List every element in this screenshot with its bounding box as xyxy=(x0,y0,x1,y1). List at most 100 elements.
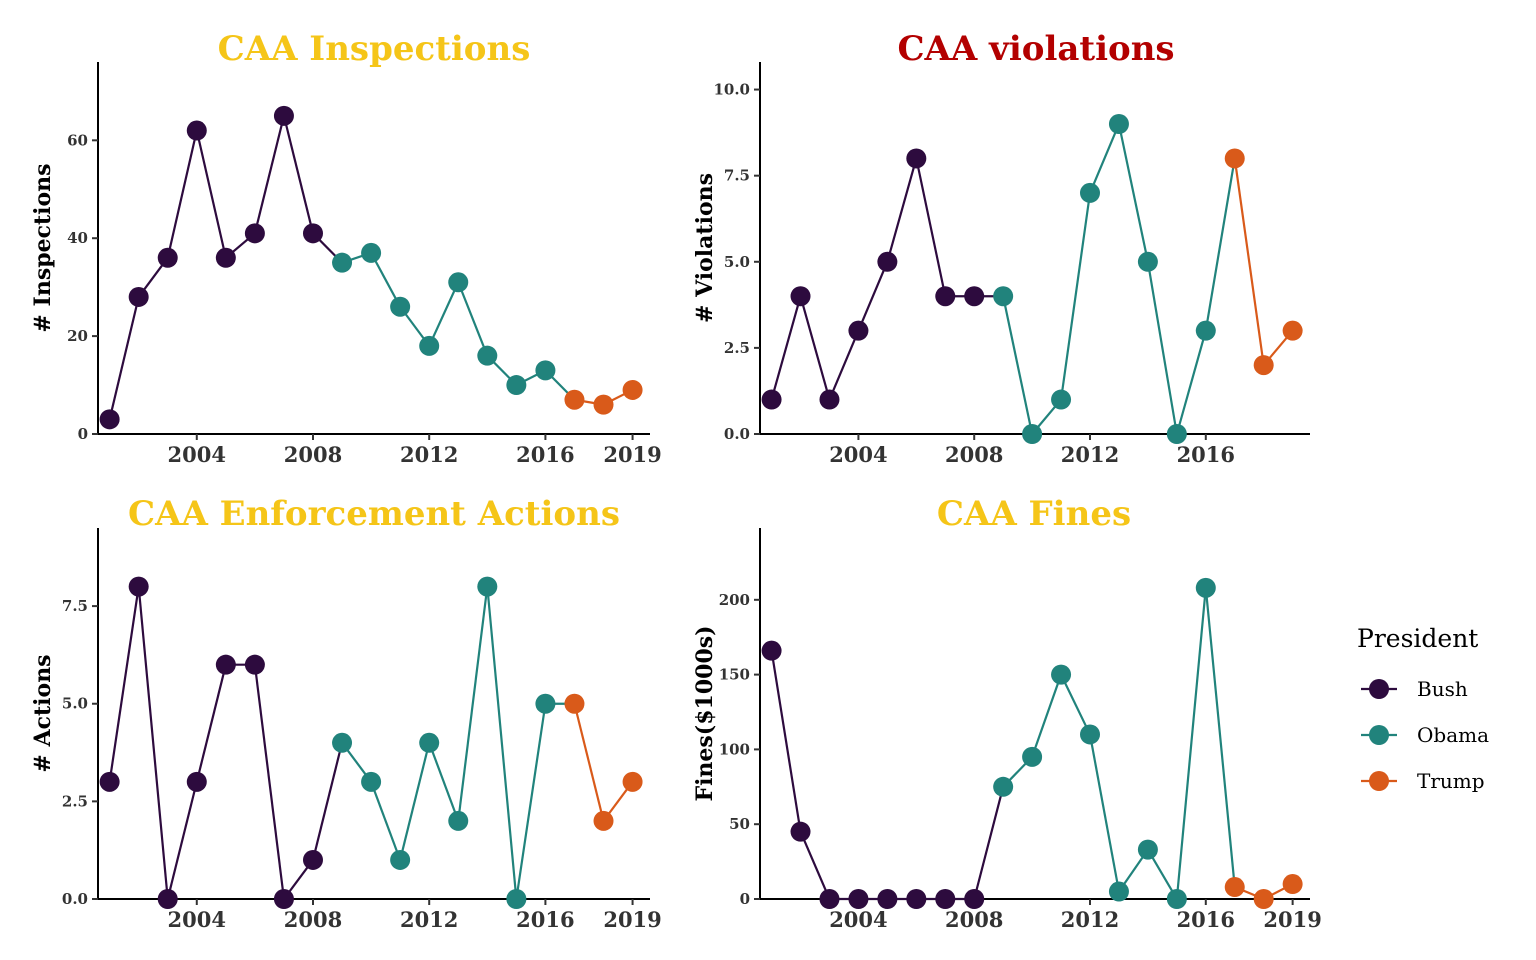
x-tick-label: 2019 xyxy=(1263,907,1321,932)
data-point-obama xyxy=(361,242,382,263)
y-tick-label: 150 xyxy=(719,666,750,684)
data-point-bush xyxy=(877,251,898,272)
x-tick-label: 2004 xyxy=(829,907,887,932)
y-tick-label: 50 xyxy=(729,815,750,833)
data-point-bush xyxy=(906,148,927,169)
y-tick-label: 200 xyxy=(719,591,750,609)
x-tick-label: 2016 xyxy=(1177,442,1235,467)
x-tick-label: 2008 xyxy=(284,442,342,467)
x-tick-label: 2012 xyxy=(400,907,458,932)
data-point-trump xyxy=(564,389,585,410)
y-tick-label: 7.5 xyxy=(62,597,88,615)
y-tick-label: 7.5 xyxy=(724,167,750,185)
chart-panel: CAA violations 0.0 2.5 5.0 7.5 10.0 2004 2008 20… xyxy=(692,29,1310,467)
series-line-segment-bush xyxy=(799,295,831,400)
legend-item-obama: Obama xyxy=(1361,723,1489,747)
series-line-segment-obama xyxy=(1146,261,1178,435)
y-tick-label: 10.0 xyxy=(713,81,750,99)
data-point-bush xyxy=(964,286,985,307)
data-point-obama xyxy=(1108,881,1129,902)
series-line-segment-obama xyxy=(515,703,547,900)
legend-title: President xyxy=(1357,624,1478,653)
y-tick-label: 0 xyxy=(740,890,750,908)
series-line-segment-bush xyxy=(137,586,169,900)
data-point-obama xyxy=(1022,746,1043,767)
series-line-segment-obama xyxy=(457,281,489,357)
x-tick-label: 2004 xyxy=(829,442,887,467)
data-point-obama xyxy=(1166,424,1187,444)
data-point-obama xyxy=(506,375,527,396)
legend-swatch-point xyxy=(1369,771,1389,791)
series-line-segment-obama xyxy=(428,742,460,822)
data-point-bush xyxy=(157,889,178,909)
series-line-segment-bush xyxy=(253,664,286,900)
series-line-segment-bush xyxy=(886,158,918,263)
y-tick-label: 2.5 xyxy=(724,339,750,357)
data-point-bush xyxy=(244,654,265,675)
series-line-segment-obama xyxy=(370,781,402,861)
chart-title: CAA Inspections xyxy=(218,29,531,69)
series-line-segment-obama xyxy=(428,281,460,347)
x-tick-label: 2016 xyxy=(516,442,574,467)
series-line-segment-bush xyxy=(253,115,286,234)
series-line-segment-bush xyxy=(195,664,227,783)
x-tick-label: 2016 xyxy=(516,907,574,932)
data-point-obama xyxy=(419,335,440,356)
series-line-segment-obama xyxy=(1088,123,1120,194)
data-point-obama xyxy=(332,732,353,753)
data-point-bush xyxy=(128,286,149,307)
data-point-bush xyxy=(848,320,869,341)
series-line-segment-obama xyxy=(486,586,518,900)
data-point-bush xyxy=(186,771,207,792)
series-line-segment-bush xyxy=(166,781,198,900)
legend-swatch-point xyxy=(1369,679,1389,699)
data-point-bush xyxy=(157,247,178,268)
legend-label: Obama xyxy=(1417,723,1489,747)
series-line-segment-bush xyxy=(770,650,802,832)
series-line-segment-obama xyxy=(370,252,402,308)
data-point-obama xyxy=(390,849,411,870)
data-point-bush xyxy=(877,889,898,909)
data-point-obama xyxy=(390,296,411,317)
series-line-segment-bush xyxy=(108,586,140,783)
data-point-trump xyxy=(1282,874,1303,895)
data-point-obama xyxy=(1108,114,1129,134)
series-line-segment-bush xyxy=(311,742,344,861)
series-line-segment-obama xyxy=(457,586,489,822)
x-tick-label: 2012 xyxy=(400,442,458,467)
y-tick-label: 2.5 xyxy=(62,792,88,810)
legend: President Bush Obama Trump xyxy=(1357,624,1489,793)
y-tick-label: 0.0 xyxy=(62,890,88,908)
y-tick-label: 0.0 xyxy=(724,425,750,443)
data-point-bush xyxy=(215,654,236,675)
data-point-bush xyxy=(790,821,811,842)
chart-panel: CAA Enforcement Actions 0.0 2.5 5.0 7.5 2004 2… xyxy=(30,494,662,932)
y-tick-label: 5.0 xyxy=(724,253,750,271)
data-point-obama xyxy=(1137,251,1158,272)
series-line-segment-bush xyxy=(973,786,1005,900)
x-tick-label: 2012 xyxy=(1061,442,1119,467)
x-tick-label: 2016 xyxy=(1177,907,1235,932)
legend-item-bush: Bush xyxy=(1361,677,1468,701)
data-point-obama xyxy=(535,360,556,381)
data-point-trump xyxy=(622,379,643,400)
data-point-trump xyxy=(593,394,614,415)
data-point-obama xyxy=(1166,889,1187,909)
data-point-obama xyxy=(1080,724,1100,745)
series-line-segment-obama xyxy=(399,742,431,861)
y-tick-label: 5.0 xyxy=(62,695,88,713)
data-point-obama xyxy=(993,776,1014,797)
series-line-segment-bush xyxy=(770,295,802,400)
data-point-trump xyxy=(1224,148,1245,169)
series-line-segment-obama xyxy=(1175,330,1207,435)
series-line-segment-obama xyxy=(1117,123,1149,263)
chart-panel: CAA Inspections 0 20 40 60 2004 2008 2012 2016 20… xyxy=(30,29,662,467)
data-point-bush xyxy=(215,247,236,268)
data-point-obama xyxy=(332,252,353,273)
series-line-segment-trump xyxy=(573,703,605,822)
data-point-obama xyxy=(448,810,469,831)
series-line-segment-obama xyxy=(1059,192,1092,400)
data-point-obama xyxy=(1022,424,1043,444)
